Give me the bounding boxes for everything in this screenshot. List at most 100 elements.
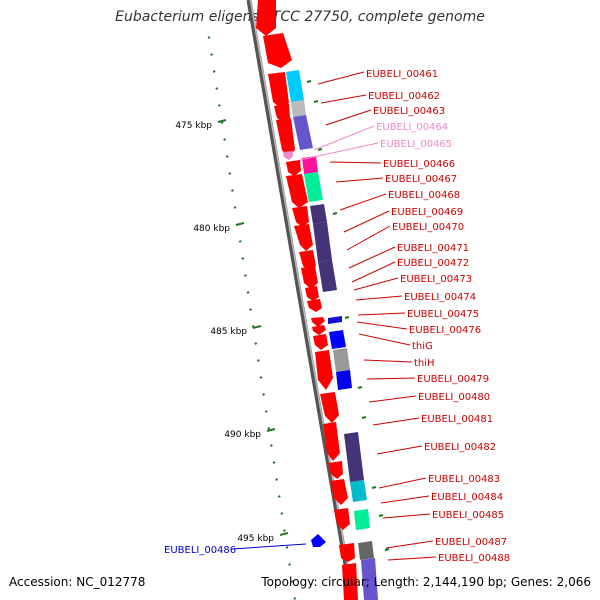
tick-475: 475 kbp [175,119,227,131]
skew-dot [217,104,221,107]
tick-495: 495 kbp [237,532,289,544]
feature-block[interactable] [291,100,306,117]
cds-feature[interactable] [307,299,322,312]
feature-lane [286,70,378,600]
tick-490: 490 kbp [224,428,276,440]
skew-dot [262,393,266,396]
gene-label[interactable]: EUBELI_00483 [428,474,500,485]
feature-block[interactable] [361,558,378,600]
feature-block[interactable] [293,115,313,150]
skew-dot [223,138,227,141]
cds-feature[interactable] [268,72,289,109]
cds-feature[interactable] [323,422,340,461]
cds-feature[interactable] [330,479,348,505]
gene-label[interactable]: EUBELI_00486 [164,545,236,556]
cds-feature[interactable] [286,174,308,208]
cds-feature[interactable] [339,543,355,562]
cds-feature[interactable] [311,317,325,327]
feature-block[interactable] [328,316,342,324]
cds-lane [256,0,358,600]
skew-dot [238,240,242,243]
gene-label[interactable]: thiG [412,341,433,352]
gene-label[interactable]: EUBELI_00464 [376,122,448,133]
feature-block[interactable] [304,172,323,202]
gene-label[interactable]: thiH [414,358,435,369]
skew-dot [264,410,268,413]
gene-label[interactable]: EUBELI_00480 [418,392,490,403]
label-leaders [231,71,437,561]
cds-feature[interactable] [320,392,339,423]
skew-dot [243,274,247,277]
gene-label[interactable]: EUBELI_00469 [391,207,463,218]
cds-feature[interactable] [256,0,276,36]
gene-label[interactable]: EUBELI_00476 [409,325,481,336]
feature-block[interactable] [354,509,370,530]
feature-block[interactable] [333,348,350,372]
cds-feature[interactable] [299,250,316,271]
cds-feature[interactable] [315,350,333,390]
tick-label-495: 495 kbp [237,534,274,544]
gene-label[interactable]: EUBELI_00473 [400,274,472,285]
skew-dot [228,172,232,175]
skew-dot [251,325,255,328]
gene-label[interactable]: EUBELI_00484 [431,492,503,503]
feature-block[interactable] [350,480,367,502]
feature-block[interactable] [313,222,332,262]
cds-feature[interactable] [342,563,358,600]
skew-dot [269,444,273,447]
skew-dot [256,359,260,362]
cds-feature[interactable] [328,461,343,479]
gene-label[interactable]: EUBELI_00467 [385,174,457,185]
feature-block[interactable] [286,70,304,102]
map-title: Eubacterium eligens ATCC 27750, complete… [115,9,485,25]
gene-label[interactable]: EUBELI_00488 [438,553,510,564]
skew-dot [267,427,271,430]
skew-dot [246,291,250,294]
cds-feature[interactable] [276,118,295,157]
cds-feature[interactable] [294,224,313,251]
skew-dot [306,80,312,83]
cds-feature[interactable] [313,334,328,350]
gene-label[interactable]: EUBELI_00475 [407,309,479,320]
cds-feature[interactable] [274,104,290,122]
tick-label-485: 485 kbp [210,327,247,337]
feature-block[interactable] [318,260,337,292]
gene-label[interactable]: EUBELI_00468 [388,190,460,201]
gene-label[interactable]: EUBELI_00465 [380,139,452,150]
skew-dot [282,529,286,532]
cds-feature[interactable] [312,325,326,335]
gene-label[interactable]: EUBELI_00462 [368,91,440,102]
gene-label[interactable]: EUBELI_00474 [404,292,476,303]
gene-label[interactable]: EUBELI_00487 [435,537,507,548]
skew-dot [378,514,384,517]
cds-feature[interactable] [305,286,319,301]
gene-label[interactable]: EUBELI_00482 [424,442,496,453]
gene-label[interactable]: EUBELI_00479 [417,374,489,385]
cds-feature[interactable] [334,508,350,530]
cds-feature-blue[interactable] [311,534,326,547]
skew-dot [285,546,289,549]
cds-feature[interactable] [283,151,293,160]
feature-block[interactable] [310,204,327,224]
skew-dot [280,512,284,515]
gene-label[interactable]: EUBELI_00463 [373,106,445,117]
feature-block[interactable] [358,541,374,560]
gene-label[interactable]: EUBELI_00470 [392,222,464,233]
gene-label[interactable]: EUBELI_00471 [397,243,469,254]
gene-label[interactable]: EUBELI_00466 [383,159,455,170]
feature-block[interactable] [336,370,352,390]
feature-block[interactable] [344,432,364,482]
feature-block[interactable] [302,156,318,174]
gene-label[interactable]: EUBELI_00485 [432,510,504,521]
cds-feature[interactable] [292,206,309,227]
gene-label[interactable]: EUBELI_00461 [366,69,438,80]
skew-dot [215,87,219,90]
cds-feature[interactable] [286,160,301,176]
gene-label[interactable]: EUBELI_00472 [397,258,469,269]
cds-feature[interactable] [301,266,318,289]
skew-dot [207,36,211,39]
feature-block[interactable] [329,330,346,349]
cds-feature[interactable] [263,33,292,68]
gene-label[interactable]: EUBELI_00481 [421,414,493,425]
